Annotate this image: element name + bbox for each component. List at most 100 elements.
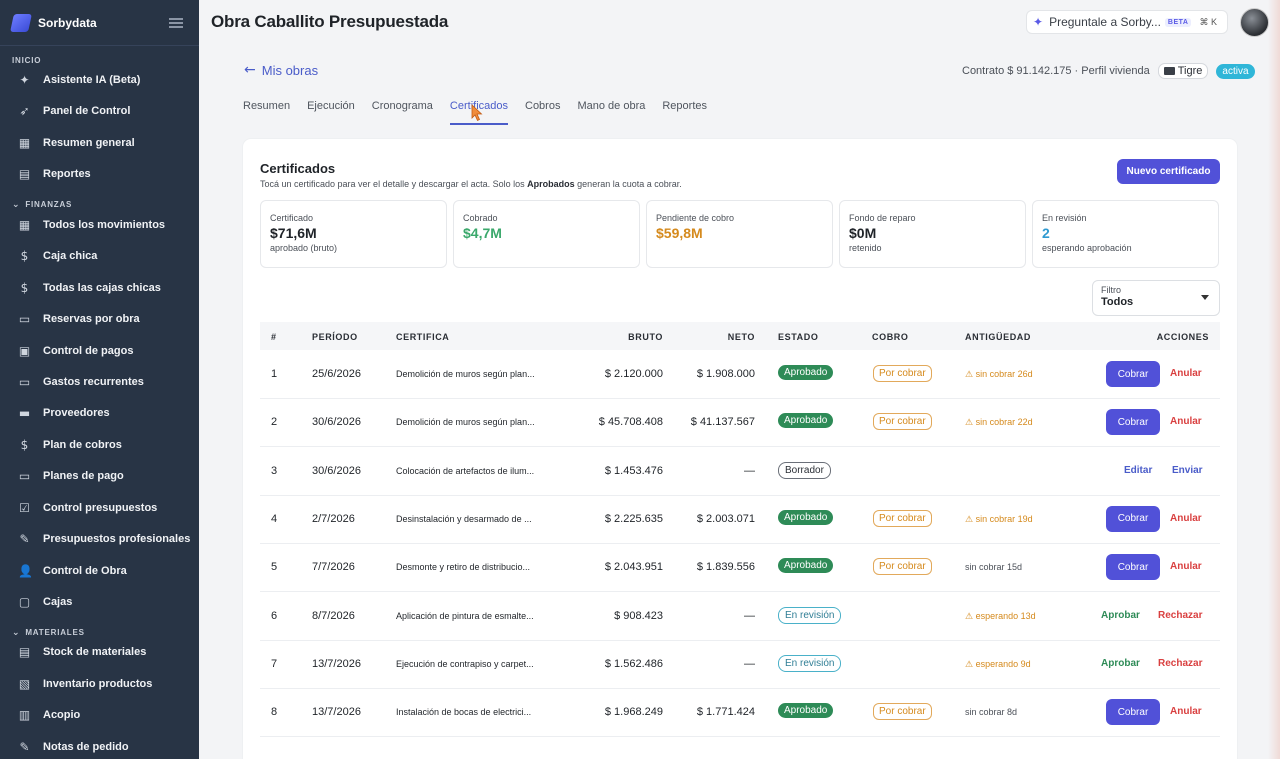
table-row[interactable]: 1 25/6/2026 Demolición de muros según plan… bbox=[260, 351, 1220, 399]
sidebar-item-control-de-pagos[interactable]: ▣ Control de pagos bbox=[0, 337, 199, 365]
sidebar-item-asistente-ia-beta[interactable]: ✦ Asistente IA (Beta) bbox=[0, 66, 199, 94]
anular-link[interactable]: Anular bbox=[1170, 512, 1202, 524]
anular-link[interactable]: Anular bbox=[1170, 706, 1202, 718]
sidebar-item-cajas[interactable]: ▢ Cajas bbox=[0, 588, 199, 616]
dollar-icon: $ bbox=[20, 248, 29, 263]
sidebar-item-proveedores[interactable]: ▬ Proveedores bbox=[0, 399, 199, 427]
menu-toggle-icon[interactable] bbox=[169, 17, 183, 28]
sidebar-item-reportes[interactable]: ▤ Reportes bbox=[0, 160, 199, 188]
sidebar-item-label: Reportes bbox=[43, 168, 91, 180]
chevron-down-icon: ⌄ bbox=[12, 198, 21, 209]
tab-cronograma[interactable]: Cronograma bbox=[371, 100, 433, 112]
cobrar-button[interactable]: Cobrar bbox=[1106, 554, 1160, 581]
cell-bruto: $ 1.562.486 bbox=[604, 657, 663, 670]
sidebar-item-plan-de-cobros[interactable]: $ Plan de cobros bbox=[0, 431, 199, 459]
table-row[interactable]: 4 2/7/2026 Desinstalación y desarmado de .… bbox=[260, 496, 1220, 544]
tab-certificados[interactable]: Certificados bbox=[449, 100, 508, 125]
filter-select[interactable]: Filtro Todos bbox=[1092, 280, 1220, 316]
cell-periodo: 25/6/2026 bbox=[312, 368, 361, 380]
table-row[interactable]: 2 30/6/2026 Demolición de muros según plan… bbox=[260, 399, 1220, 448]
cobro-badge: Por cobrar bbox=[873, 703, 932, 721]
ask-sorby-label: Preguntale a Sorby... bbox=[1049, 15, 1161, 29]
sidebar-item-inventario-productos[interactable]: ▧ Inventario productos bbox=[0, 670, 199, 698]
rechazar-link[interactable]: Rechazar bbox=[1158, 609, 1203, 621]
editar-link[interactable]: Editar bbox=[1124, 464, 1153, 476]
sidebar-item-gastos-recurrentes[interactable]: ▭ Gastos recurrentes bbox=[0, 368, 199, 396]
tab-reportes[interactable]: Reportes bbox=[662, 100, 707, 112]
filter-value: Todos bbox=[1101, 296, 1134, 308]
aprobar-link[interactable]: Aprobar bbox=[1101, 609, 1140, 621]
cell-periodo: 2/7/2026 bbox=[312, 512, 355, 525]
sidebar-item-todas-las-cajas-chicas[interactable]: $ Todas las cajas chicas bbox=[0, 274, 199, 302]
store-icon: ▬ bbox=[18, 405, 31, 420]
sidebar-item-control-presupuestos[interactable]: ☑ Control presupuestos bbox=[0, 494, 199, 522]
section-finanzas[interactable]: ⌄ FINANZAS bbox=[0, 196, 84, 212]
cell-bruto: $ 2.043.951 bbox=[604, 561, 663, 574]
avatar[interactable] bbox=[1240, 8, 1269, 37]
cell-bruto: $ 1.968.249 bbox=[604, 706, 663, 719]
nuevo-certificado-button[interactable]: Nuevo certificado bbox=[1117, 159, 1220, 184]
sidebar-item-presupuestos-profesionales[interactable]: ✎ Presupuestos profesionales bbox=[0, 525, 199, 553]
sidebar-item-reservas-por-obra[interactable]: ▭ Reservas por obra bbox=[0, 305, 199, 333]
anular-link[interactable]: Anular bbox=[1170, 416, 1202, 428]
folder-icon bbox=[1163, 67, 1175, 75]
table-row[interactable]: 5 7/7/2026 Desmonte y retiro de distribuci… bbox=[260, 544, 1220, 593]
sidebar-item-label: Todos los movimientos bbox=[43, 219, 166, 231]
anular-link[interactable]: Anular bbox=[1170, 561, 1202, 573]
table-header: # PERÍODO CERTIFICA BRUTO NETO ESTADO CO… bbox=[260, 322, 1220, 350]
cell-bruto: $ 908.423 bbox=[614, 609, 663, 622]
stat-card-fondo-reparo: Fondo de reparo $0M retenido bbox=[839, 200, 1026, 268]
section-materiales[interactable]: ⌄ MATERIALES bbox=[0, 624, 97, 640]
rechazar-link[interactable]: Rechazar bbox=[1158, 657, 1203, 669]
beta-badge: BETA bbox=[1164, 17, 1192, 27]
status-badge: En revisión bbox=[778, 654, 842, 672]
subtitle-bold: Aprobados bbox=[527, 179, 575, 189]
tab-resumen[interactable]: Resumen bbox=[243, 100, 291, 112]
cell-num: 1 bbox=[271, 368, 278, 380]
sidebar: Sorbydata INICIO ⌄ FINANZAS ⌄ MATERIALES ✦… bbox=[0, 0, 199, 759]
table-row[interactable]: 6 8/7/2026 Aplicación de pintura de esmalt… bbox=[260, 593, 1220, 641]
cobrar-button[interactable]: Cobrar bbox=[1106, 505, 1160, 532]
table-row[interactable]: 7 13/7/2026 Ejecución de contrapiso y carp… bbox=[260, 641, 1220, 689]
card-icon: ▭ bbox=[18, 468, 31, 483]
cell-bruto: $ 45.708.408 bbox=[598, 416, 663, 429]
tab-mano-de-obra[interactable]: Mano de obra bbox=[577, 100, 646, 112]
sidebar-item-resumen-general[interactable]: ▦ Resumen general bbox=[0, 129, 199, 157]
sidebar-item-todos-los-movimientos[interactable]: ▦ Todos los movimientos bbox=[0, 211, 199, 239]
tab-ejecucion[interactable]: Ejecución bbox=[307, 100, 355, 112]
repeat-icon: ▭ bbox=[18, 374, 31, 389]
sidebar-item-acopio[interactable]: ▥ Acopio bbox=[0, 701, 199, 729]
sidebar-item-label: Asistente IA (Beta) bbox=[43, 74, 141, 86]
rocket-icon: ➶ bbox=[19, 103, 30, 118]
sidebar-item-stock-de-materiales[interactable]: ▤ Stock de materiales bbox=[0, 638, 199, 666]
mouse-cursor-icon bbox=[471, 104, 483, 122]
cell-bruto: $ 2.120.000 bbox=[604, 368, 663, 380]
cobrar-button[interactable]: Cobrar bbox=[1106, 361, 1160, 387]
cell-neto: — bbox=[744, 657, 755, 670]
ask-sorby-button[interactable]: ✦ Preguntale a Sorby... BETA ⌘ K bbox=[1026, 10, 1228, 34]
sidebar-item-planes-de-pago[interactable]: ▭ Planes de pago bbox=[0, 462, 199, 490]
cell-certifica: Demolición de muros según plan... bbox=[396, 369, 535, 379]
cell-periodo: 30/6/2026 bbox=[312, 416, 361, 429]
aprobar-link[interactable]: Aprobar bbox=[1101, 657, 1140, 669]
back-link[interactable]: ← Mis obras bbox=[244, 62, 318, 78]
sidebar-item-panel-de-control[interactable]: ➶ Panel de Control bbox=[0, 97, 199, 125]
sidebar-item-notas-de-pedido[interactable]: ✎ Notas de pedido bbox=[0, 733, 199, 759]
cobrar-button[interactable]: Cobrar bbox=[1106, 409, 1160, 436]
sidebar-item-control-de-obra[interactable]: 👤 Control de Obra bbox=[0, 557, 199, 585]
sidebar-item-label: Gastos recurrentes bbox=[43, 376, 144, 388]
cobrar-button[interactable]: Cobrar bbox=[1106, 699, 1160, 726]
cell-bruto: $ 1.453.476 bbox=[604, 464, 663, 477]
cell-neto: — bbox=[744, 464, 755, 477]
antiguedad-text: ⚠ sin cobrar 19d bbox=[965, 513, 1033, 524]
antiguedad-text: ⚠ sin cobrar 26d bbox=[965, 369, 1033, 379]
chevron-down-icon: ⌄ bbox=[12, 626, 21, 637]
sidebar-item-caja-chica[interactable]: $ Caja chica bbox=[0, 242, 199, 270]
cobro-badge: Por cobrar bbox=[873, 413, 932, 431]
enviar-link[interactable]: Enviar bbox=[1172, 464, 1203, 476]
status-badge: Borrador bbox=[778, 461, 831, 479]
anular-link[interactable]: Anular bbox=[1170, 368, 1202, 379]
tab-cobros[interactable]: Cobros bbox=[525, 100, 561, 112]
table-row[interactable]: 3 30/6/2026 Colocación de artefactos de il… bbox=[260, 448, 1220, 496]
table-row[interactable]: 8 13/7/2026 Instalación de bocas de electr… bbox=[260, 689, 1220, 738]
